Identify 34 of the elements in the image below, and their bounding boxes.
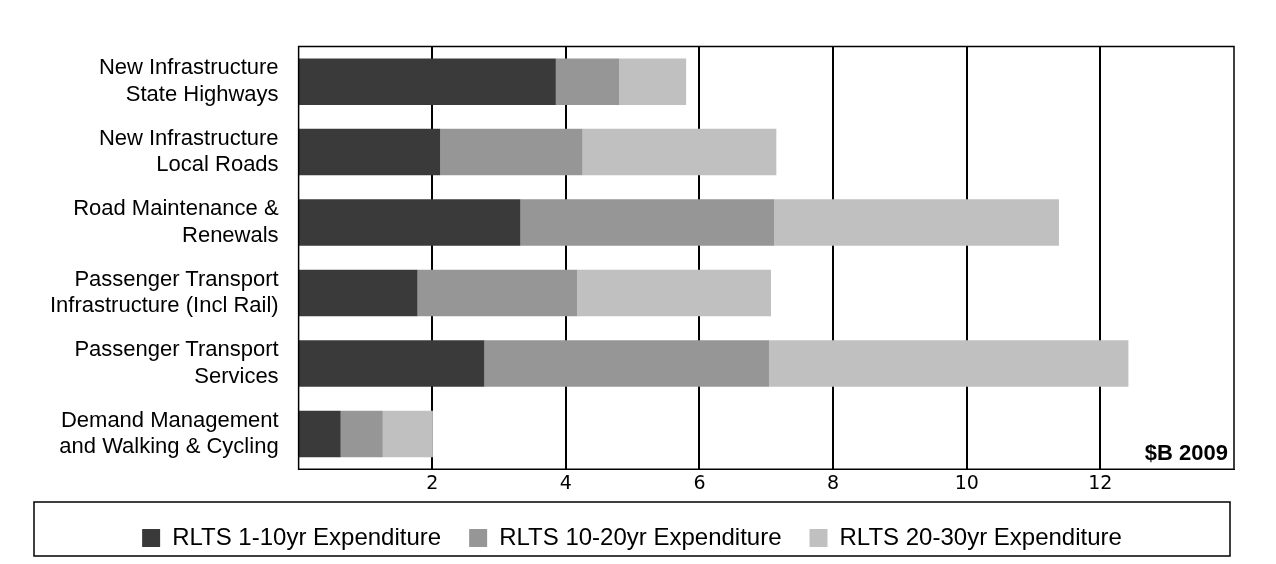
bar [484, 340, 769, 387]
bar [382, 410, 433, 458]
bar [440, 128, 583, 176]
bar [619, 58, 687, 105]
bar [298, 269, 418, 317]
bar [298, 58, 556, 105]
y-tick-label: Demand Management and Walking & Cycling [59, 406, 279, 459]
x-tick-label: 2 [426, 470, 439, 493]
bar [555, 58, 620, 105]
bar [298, 199, 521, 246]
y-tick-label: Passenger Transport Services [74, 336, 279, 388]
bar [298, 410, 341, 458]
bar [577, 269, 771, 317]
legend-label: RLTS 10-20yr Expenditure [499, 522, 782, 550]
legend-label: RLTS 20-30yr Expenditure [839, 522, 1122, 550]
y-tick-label: New Infrastructure State Highways [98, 54, 279, 106]
bar [298, 340, 485, 387]
legend-label: RLTS 1-10yr Expenditure [172, 522, 442, 550]
bar [417, 269, 578, 317]
annotation: $B 2009 [1144, 440, 1228, 466]
x-tick-label: 12 [1088, 470, 1113, 493]
y-tick-label: New Infrastructure Local Roads [98, 124, 279, 177]
y-tick-label: Road Maintenance & Renewals [73, 195, 279, 247]
bar [774, 199, 1059, 246]
x-tick-label: 4 [559, 470, 572, 493]
bar [582, 128, 777, 176]
y-tick-label: Passenger Transport Infrastructure (Incl Rail) [49, 265, 279, 318]
x-tick-label: 10 [954, 470, 979, 493]
bar [768, 340, 1129, 387]
bar [340, 410, 383, 458]
bar [298, 128, 441, 176]
x-tick-label: 8 [827, 470, 840, 493]
bar [520, 199, 775, 246]
x-tick-label: 6 [693, 470, 706, 493]
